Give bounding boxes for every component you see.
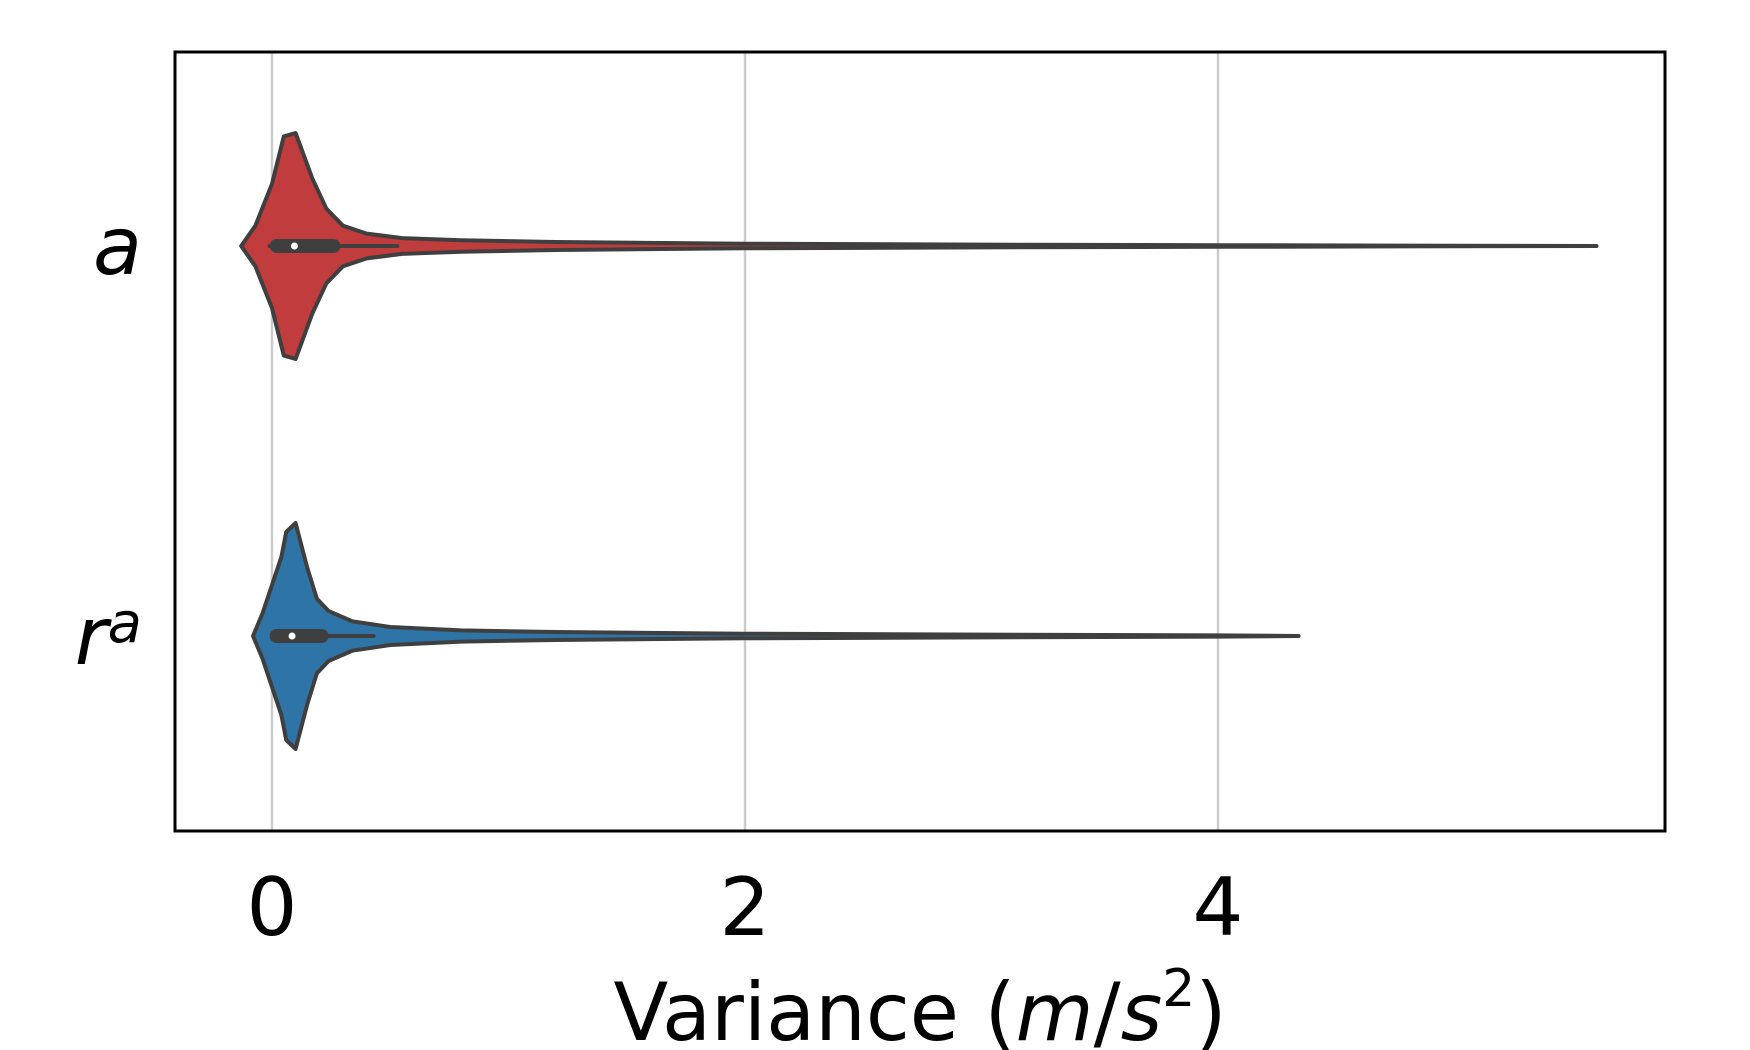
x-tick-label-1: 2 bbox=[720, 861, 771, 954]
violin-body-1 bbox=[251, 521, 1301, 751]
violin-body-0 bbox=[239, 131, 1599, 361]
x-tick-label-0: 0 bbox=[247, 861, 298, 954]
x-axis-label-slash: / bbox=[1094, 966, 1121, 1050]
x-axis-label-exponent: 2 bbox=[1162, 959, 1195, 1019]
x-axis-label-unit-m: m bbox=[1016, 966, 1094, 1050]
median-dot-1 bbox=[288, 632, 296, 640]
x-tick-label-2: 4 bbox=[1193, 861, 1244, 954]
median-dot-0 bbox=[290, 242, 298, 250]
y-category-labels: ara bbox=[75, 200, 142, 683]
plot-frame bbox=[173, 50, 1667, 833]
y-category-label-0: a bbox=[93, 200, 142, 293]
violins bbox=[239, 131, 1599, 751]
x-axis-label: Variance (m/s2) bbox=[613, 959, 1226, 1050]
y-category-label-1: ra bbox=[75, 590, 142, 683]
grid-lines bbox=[270, 52, 1220, 831]
x-tick-labels: 0 2 4 bbox=[247, 861, 1244, 954]
x-axis-label-prefix: Variance ( bbox=[613, 966, 1015, 1050]
category-label-superscript: a bbox=[108, 591, 142, 656]
x-axis-label-suffix: ) bbox=[1195, 966, 1226, 1050]
x-axis-label-unit-s: s bbox=[1121, 966, 1163, 1050]
category-label-main: a bbox=[93, 200, 142, 293]
category-label-main: r bbox=[75, 590, 113, 683]
